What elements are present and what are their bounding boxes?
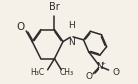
Text: CH₃: CH₃ <box>60 68 74 77</box>
Text: O: O <box>16 22 24 32</box>
Text: N: N <box>96 62 103 71</box>
Text: O: O <box>85 72 92 81</box>
Text: H: H <box>68 21 75 30</box>
Text: ⁻: ⁻ <box>116 70 119 76</box>
Text: N: N <box>68 38 75 47</box>
Text: Br: Br <box>49 3 60 13</box>
Text: O: O <box>112 68 119 77</box>
Text: +: + <box>101 61 106 66</box>
Text: H₃C: H₃C <box>30 68 44 77</box>
